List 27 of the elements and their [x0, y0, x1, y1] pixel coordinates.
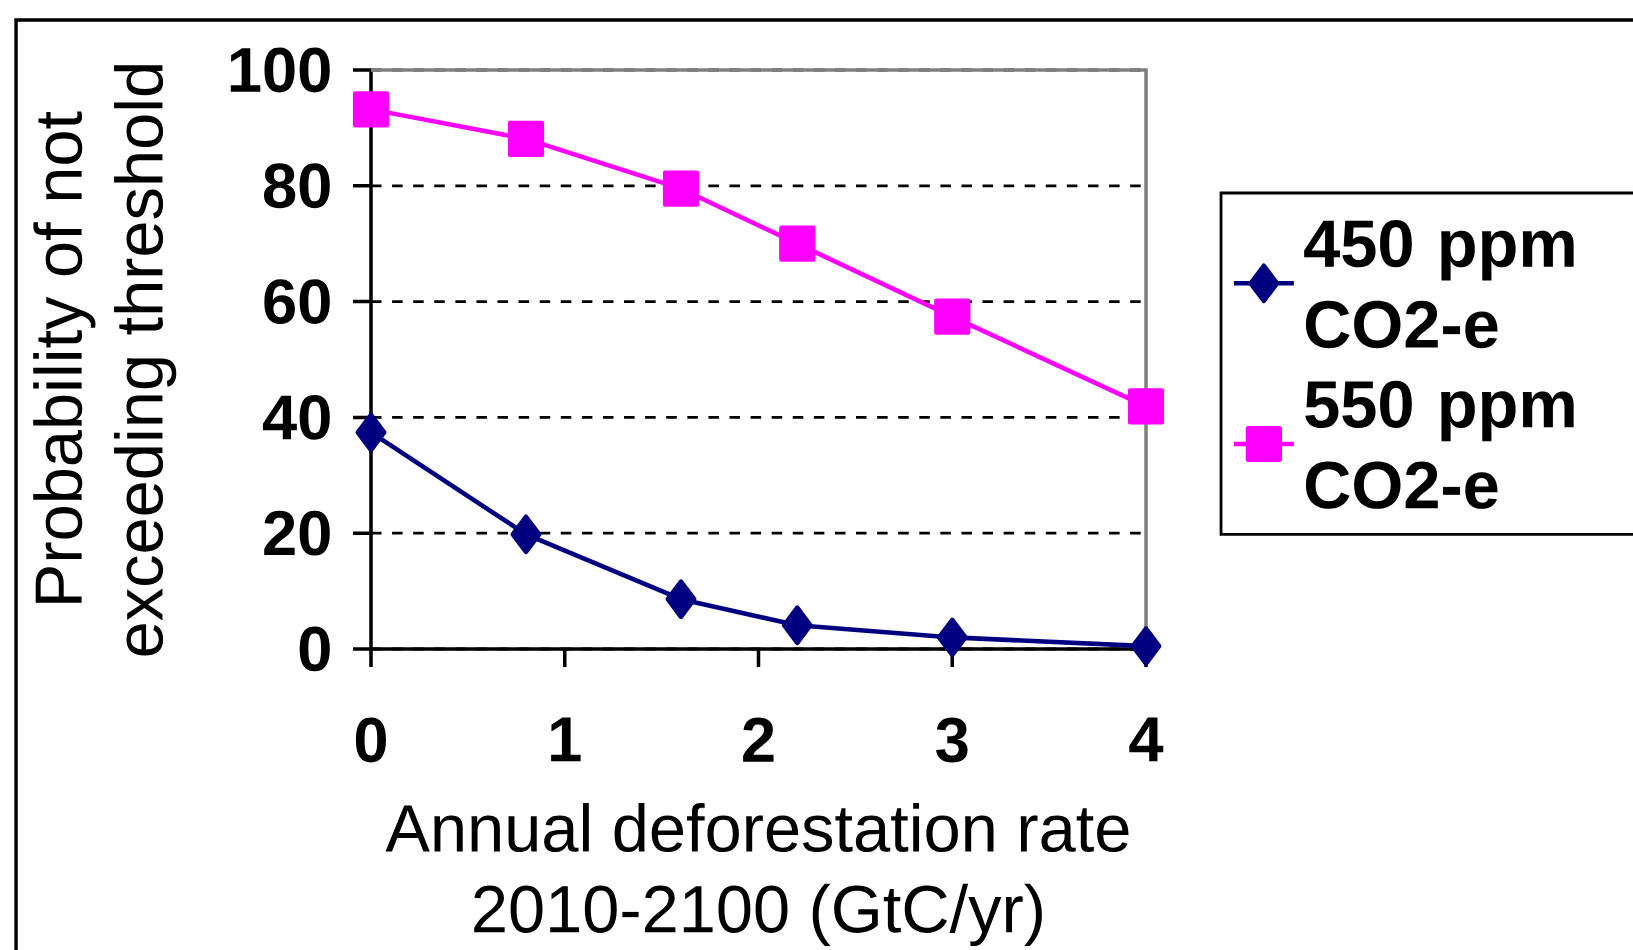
point — [936, 617, 968, 658]
legend-label: 450 ppm CO2-e — [1304, 220, 1574, 349]
point — [779, 225, 816, 262]
point — [355, 412, 387, 453]
x-tick-label: 0 — [355, 717, 386, 763]
x-tick-label: 1 — [551, 717, 581, 762]
y-tick-label: 0 — [299, 626, 330, 672]
y-tick-label: 60 — [264, 279, 330, 324]
y-axis-title: Probability of not exceeding threshold — [33, 65, 177, 656]
x-tick-label: 2 — [743, 717, 774, 762]
point — [665, 579, 697, 620]
y-tick-label: 80 — [264, 163, 330, 209]
y-tick-label: 40 — [262, 394, 330, 440]
point — [1127, 388, 1165, 425]
x-tick-label: 3 — [936, 717, 968, 763]
point — [662, 170, 700, 207]
y-tick-label: 20 — [264, 510, 330, 556]
point — [510, 514, 542, 555]
y-tick-label: 100 — [230, 47, 330, 93]
legend-label: 550 ppm CO2-e — [1305, 380, 1574, 509]
point — [781, 605, 813, 646]
x-axis-title: Annual deforestation rate 2010-2100 (GtC/yr) — [385, 803, 1129, 947]
point — [1130, 626, 1162, 666]
point — [934, 298, 971, 335]
x-tick-label: 4 — [1129, 717, 1164, 762]
point — [352, 91, 390, 128]
point — [507, 120, 545, 157]
